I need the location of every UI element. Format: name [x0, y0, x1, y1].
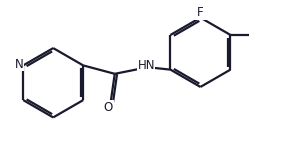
Text: N: N	[15, 58, 23, 71]
Text: O: O	[104, 101, 113, 114]
Text: F: F	[197, 6, 204, 19]
Text: HN: HN	[137, 59, 155, 72]
